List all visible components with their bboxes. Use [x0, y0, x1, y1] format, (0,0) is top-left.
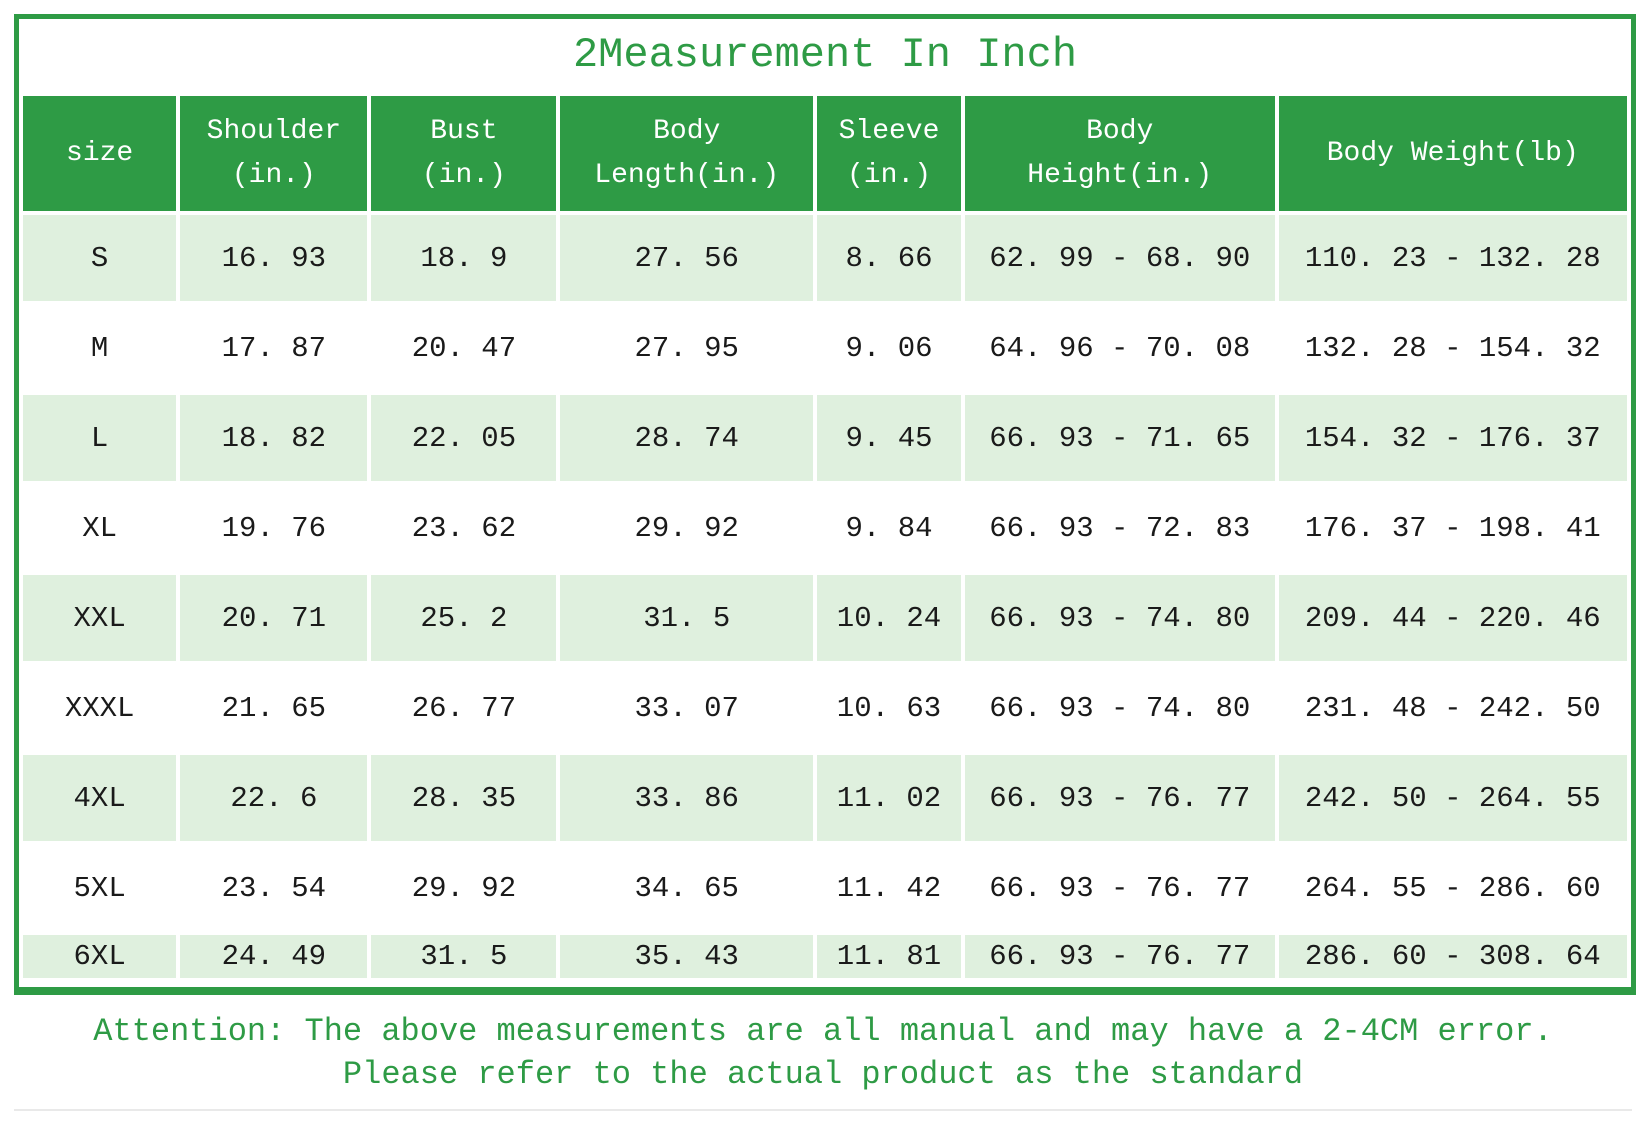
measurement-cell: 110. 23 - 132. 28 [1278, 215, 1627, 301]
col-header-bust: Bust (in.) [371, 96, 557, 211]
measurement-cell: 11. 02 [817, 755, 961, 841]
measurement-cell: 20. 71 [180, 575, 368, 661]
measurement-cell: 31. 5 [560, 575, 814, 661]
measurement-cell: 25. 2 [371, 575, 557, 661]
measurement-cell: 22. 05 [371, 395, 557, 481]
size-row: S 16. 93 18. 9 27. 56 8. 66 62. 99 - 68. 90 11… [23, 215, 1627, 301]
size-row: 4XL 22. 6 28. 35 33. 86 11. 02 66. 93 - 76. 7… [23, 755, 1627, 841]
measurement-cell: 242. 50 - 264. 55 [1278, 755, 1627, 841]
size-label-cell: S [23, 215, 177, 301]
size-table-body: S 16. 93 18. 9 27. 56 8. 66 62. 99 - 68. 90 11… [23, 215, 1627, 978]
measurement-cell: 231. 48 - 242. 50 [1304, 691, 1601, 725]
measurement-cell: 62. 99 - 68. 90 [964, 215, 1275, 301]
size-row: XXL 20. 71 25. 2 31. 5 10. 24 66. 93 - 74. 80… [23, 575, 1627, 661]
measurement-cell: 34. 65 [634, 871, 739, 905]
measurement-cell: 11. 81 [817, 935, 961, 978]
size-chart-frame: 2Measurement In Inch size Shoulder (in.)… [14, 14, 1636, 995]
size-label-cell: M [90, 331, 109, 365]
measurement-cell: 8. 66 [817, 215, 961, 301]
measurement-cell: 27. 56 [560, 215, 814, 301]
measurement-cell: 23. 62 [411, 511, 517, 545]
attention-line-1: Attention: The above measurements are al… [93, 1013, 1553, 1050]
size-label-cell: XL [82, 511, 118, 545]
size-row: 5XL 23. 54 29. 92 34. 65 11. 42 66. 93 - 76. … [23, 845, 1627, 931]
size-row: XL 19. 76 23. 62 29. 92 9. 84 66. 93 - 72. 83… [23, 485, 1627, 571]
size-table-header: size Shoulder (in.) Bust (in.) Body Leng… [23, 96, 1627, 211]
measurement-cell: 176. 37 - 198. 41 [1304, 511, 1601, 545]
measurement-cell: 29. 92 [634, 511, 739, 545]
measurement-cell: 26. 77 [411, 691, 517, 725]
measurement-cell: 10. 24 [817, 575, 961, 661]
measurement-cell: 64. 96 - 70. 08 [989, 331, 1251, 365]
col-header-shoulder: Shoulder (in.) [180, 96, 368, 211]
chart-title: 2Measurement In Inch [572, 31, 1078, 79]
measurement-cell: 23. 54 [221, 871, 327, 905]
measurement-cell: 264. 55 - 286. 60 [1304, 871, 1601, 905]
measurement-cell: 132. 28 - 154. 32 [1304, 331, 1601, 365]
col-header-body-height: Body Height(in.) [964, 96, 1275, 211]
measurement-cell: 66. 93 - 74. 80 [989, 691, 1251, 725]
measurement-cell: 31. 5 [371, 935, 557, 978]
measurement-cell: 66. 93 - 76. 77 [989, 871, 1251, 905]
measurement-cell: 18. 9 [371, 215, 557, 301]
measurement-cell: 27. 95 [634, 331, 739, 365]
size-row: L 18. 82 22. 05 28. 74 9. 45 66. 93 - 71. 65 1… [23, 395, 1627, 481]
col-header-size: size [23, 96, 177, 211]
col-header-body-length: Body Length(in.) [560, 96, 814, 211]
size-table: size Shoulder (in.) Bust (in.) Body Leng… [19, 92, 1631, 982]
measurement-cell: 9. 45 [817, 395, 961, 481]
measurement-cell: 22. 6 [180, 755, 368, 841]
measurement-cell: 209. 44 - 220. 46 [1278, 575, 1627, 661]
measurement-cell: 19. 76 [221, 511, 327, 545]
size-label-cell: XXXL [64, 691, 135, 725]
col-header-body-weight: Body Weight(lb) [1278, 96, 1627, 211]
measurement-cell: 17. 87 [221, 331, 327, 365]
measurement-cell: 20. 47 [411, 331, 517, 365]
measurement-cell: 33. 86 [560, 755, 814, 841]
col-header-sleeve: Sleeve (in.) [817, 96, 961, 211]
size-label-cell: 4XL [23, 755, 177, 841]
measurement-cell: 154. 32 - 176. 37 [1278, 395, 1627, 481]
size-label-cell: 5XL [73, 871, 126, 905]
measurement-cell: 24. 49 [180, 935, 368, 978]
measurement-cell: 11. 42 [836, 871, 942, 905]
measurement-cell: 33. 07 [634, 691, 739, 725]
size-row: XXXL 21. 65 26. 77 33. 07 10. 63 66. 93 - 74.… [23, 665, 1627, 751]
measurement-cell: 66. 93 - 74. 80 [964, 575, 1275, 661]
size-label-cell: L [23, 395, 177, 481]
measurement-cell: 286. 60 - 308. 64 [1278, 935, 1627, 978]
measurement-cell: 18. 82 [180, 395, 368, 481]
measurement-cell: 21. 65 [221, 691, 327, 725]
measurement-cell: 66. 93 - 76. 77 [964, 935, 1275, 978]
size-label-cell: XXL [23, 575, 177, 661]
attention-note: Attention: The above measurements are al… [0, 1010, 1646, 1096]
measurement-cell: 10. 63 [836, 691, 942, 725]
measurement-cell: 28. 74 [560, 395, 814, 481]
measurement-cell: 66. 93 - 71. 65 [964, 395, 1275, 481]
measurement-cell: 66. 93 - 72. 83 [989, 511, 1251, 545]
measurement-cell: 28. 35 [371, 755, 557, 841]
size-row: M 17. 87 20. 47 27. 95 9. 06 64. 96 - 70. 08 1… [23, 305, 1627, 391]
attention-line-2: Please refer to the actual product as th… [342, 1056, 1304, 1093]
measurement-cell: 9. 06 [845, 331, 933, 365]
size-label-cell: 6XL [23, 935, 177, 978]
measurement-cell: 35. 43 [560, 935, 814, 978]
measurement-cell: 29. 92 [411, 871, 517, 905]
measurement-cell: 66. 93 - 76. 77 [964, 755, 1275, 841]
bottom-divider [14, 1109, 1632, 1111]
measurement-cell: 9. 84 [845, 511, 933, 545]
measurement-cell: 16. 93 [180, 215, 368, 301]
size-row: 6XL 24. 49 31. 5 35. 43 11. 81 66. 93 - 76. 7… [23, 935, 1627, 978]
header-row: size Shoulder (in.) Bust (in.) Body Leng… [23, 96, 1627, 211]
